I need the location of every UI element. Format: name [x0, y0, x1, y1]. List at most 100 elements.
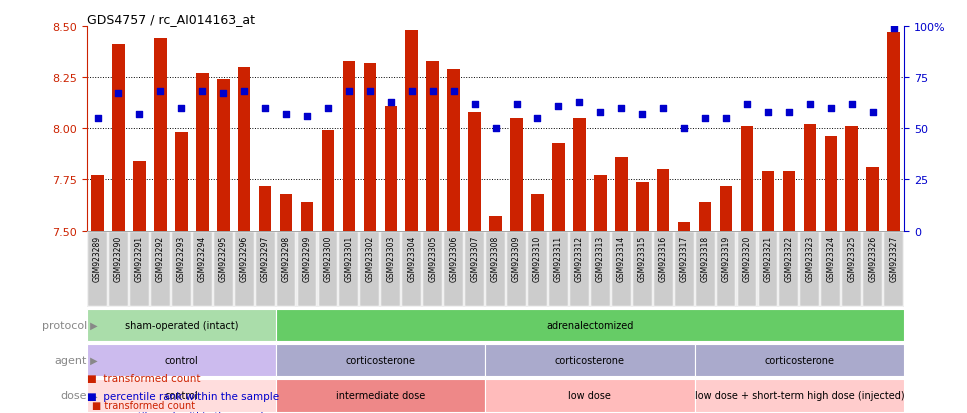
Point [425, 89, 441, 95]
Point [90, 116, 105, 122]
Text: GSM923308: GSM923308 [491, 235, 500, 281]
Point [718, 116, 734, 122]
Bar [279, 195, 292, 231]
Text: GSM923305: GSM923305 [428, 235, 437, 281]
Point [781, 109, 797, 116]
FancyBboxPatch shape [424, 233, 442, 306]
Point [656, 105, 671, 112]
Point [803, 101, 818, 108]
Text: GSM923323: GSM923323 [806, 235, 814, 281]
Point [823, 105, 838, 112]
Bar [196, 74, 209, 231]
Text: GSM923291: GSM923291 [135, 235, 144, 281]
FancyBboxPatch shape [632, 233, 652, 306]
Bar [322, 131, 335, 231]
Bar [91, 176, 103, 231]
Point [446, 89, 461, 95]
Bar [238, 68, 250, 231]
Text: GSM923314: GSM923314 [617, 235, 626, 281]
Point [739, 101, 754, 108]
Text: GSM923312: GSM923312 [575, 235, 584, 281]
Bar [657, 170, 669, 231]
FancyBboxPatch shape [717, 233, 736, 306]
Point [593, 109, 608, 116]
Bar [694, 379, 904, 412]
Point [153, 89, 168, 95]
Bar [489, 217, 502, 231]
Bar [699, 202, 712, 231]
Text: GSM923327: GSM923327 [890, 235, 898, 281]
Text: GSM923289: GSM923289 [93, 235, 102, 281]
Text: GSM923293: GSM923293 [177, 235, 186, 281]
FancyBboxPatch shape [549, 233, 568, 306]
FancyBboxPatch shape [88, 233, 107, 306]
Text: corticosterone: corticosterone [764, 355, 835, 366]
Bar [825, 137, 837, 231]
FancyBboxPatch shape [381, 233, 400, 306]
Text: GSM923297: GSM923297 [261, 235, 270, 281]
Point [216, 91, 231, 97]
Point [341, 89, 357, 95]
Bar [301, 202, 313, 231]
Point [509, 101, 524, 108]
Text: low dose + short-term high dose (injected): low dose + short-term high dose (injecte… [694, 390, 904, 401]
Text: GSM923316: GSM923316 [659, 235, 667, 281]
Text: corticosterone: corticosterone [555, 355, 625, 366]
Text: GSM923320: GSM923320 [743, 235, 751, 281]
Bar [615, 158, 628, 231]
Point [886, 26, 901, 32]
Text: GSM923295: GSM923295 [219, 235, 227, 281]
Bar [531, 195, 543, 231]
Bar [87, 344, 276, 377]
Text: protocol: protocol [42, 320, 87, 330]
Bar [276, 379, 485, 412]
FancyBboxPatch shape [465, 233, 484, 306]
Bar [342, 62, 355, 231]
Bar [276, 344, 485, 377]
Bar [719, 186, 732, 231]
Text: sham-operated (intact): sham-operated (intact) [125, 320, 238, 330]
Bar [573, 119, 586, 231]
FancyBboxPatch shape [758, 233, 777, 306]
Text: GSM923309: GSM923309 [513, 235, 521, 281]
Text: dose: dose [61, 390, 87, 401]
FancyBboxPatch shape [842, 233, 862, 306]
FancyBboxPatch shape [801, 233, 819, 306]
Text: GSM923321: GSM923321 [764, 235, 773, 281]
Bar [888, 33, 900, 231]
Text: GSM923313: GSM923313 [596, 235, 604, 281]
Point [571, 99, 587, 106]
Point [844, 101, 860, 108]
Bar [485, 344, 694, 377]
Bar [694, 344, 904, 377]
Point [237, 89, 252, 95]
Point [865, 109, 881, 116]
Bar [175, 133, 188, 231]
FancyBboxPatch shape [779, 233, 799, 306]
Point [404, 89, 420, 95]
Point [530, 116, 545, 122]
FancyBboxPatch shape [235, 233, 253, 306]
Text: intermediate dose: intermediate dose [336, 390, 425, 401]
Bar [804, 125, 816, 231]
Bar [762, 172, 775, 231]
Point [132, 112, 147, 118]
Text: GSM923315: GSM923315 [638, 235, 647, 281]
FancyBboxPatch shape [151, 233, 170, 306]
Bar [866, 168, 879, 231]
Text: GSM923301: GSM923301 [344, 235, 353, 281]
Text: ■ transformed count: ■ transformed count [92, 400, 195, 410]
Point [383, 99, 398, 106]
Bar [276, 309, 904, 342]
Bar [259, 186, 272, 231]
Text: GSM923322: GSM923322 [784, 235, 793, 281]
FancyBboxPatch shape [507, 233, 526, 306]
FancyBboxPatch shape [591, 233, 610, 306]
FancyBboxPatch shape [675, 233, 693, 306]
Bar [468, 113, 481, 231]
FancyBboxPatch shape [570, 233, 589, 306]
Point [677, 126, 692, 132]
Bar [217, 80, 229, 231]
Bar [426, 62, 439, 231]
FancyBboxPatch shape [109, 233, 128, 306]
